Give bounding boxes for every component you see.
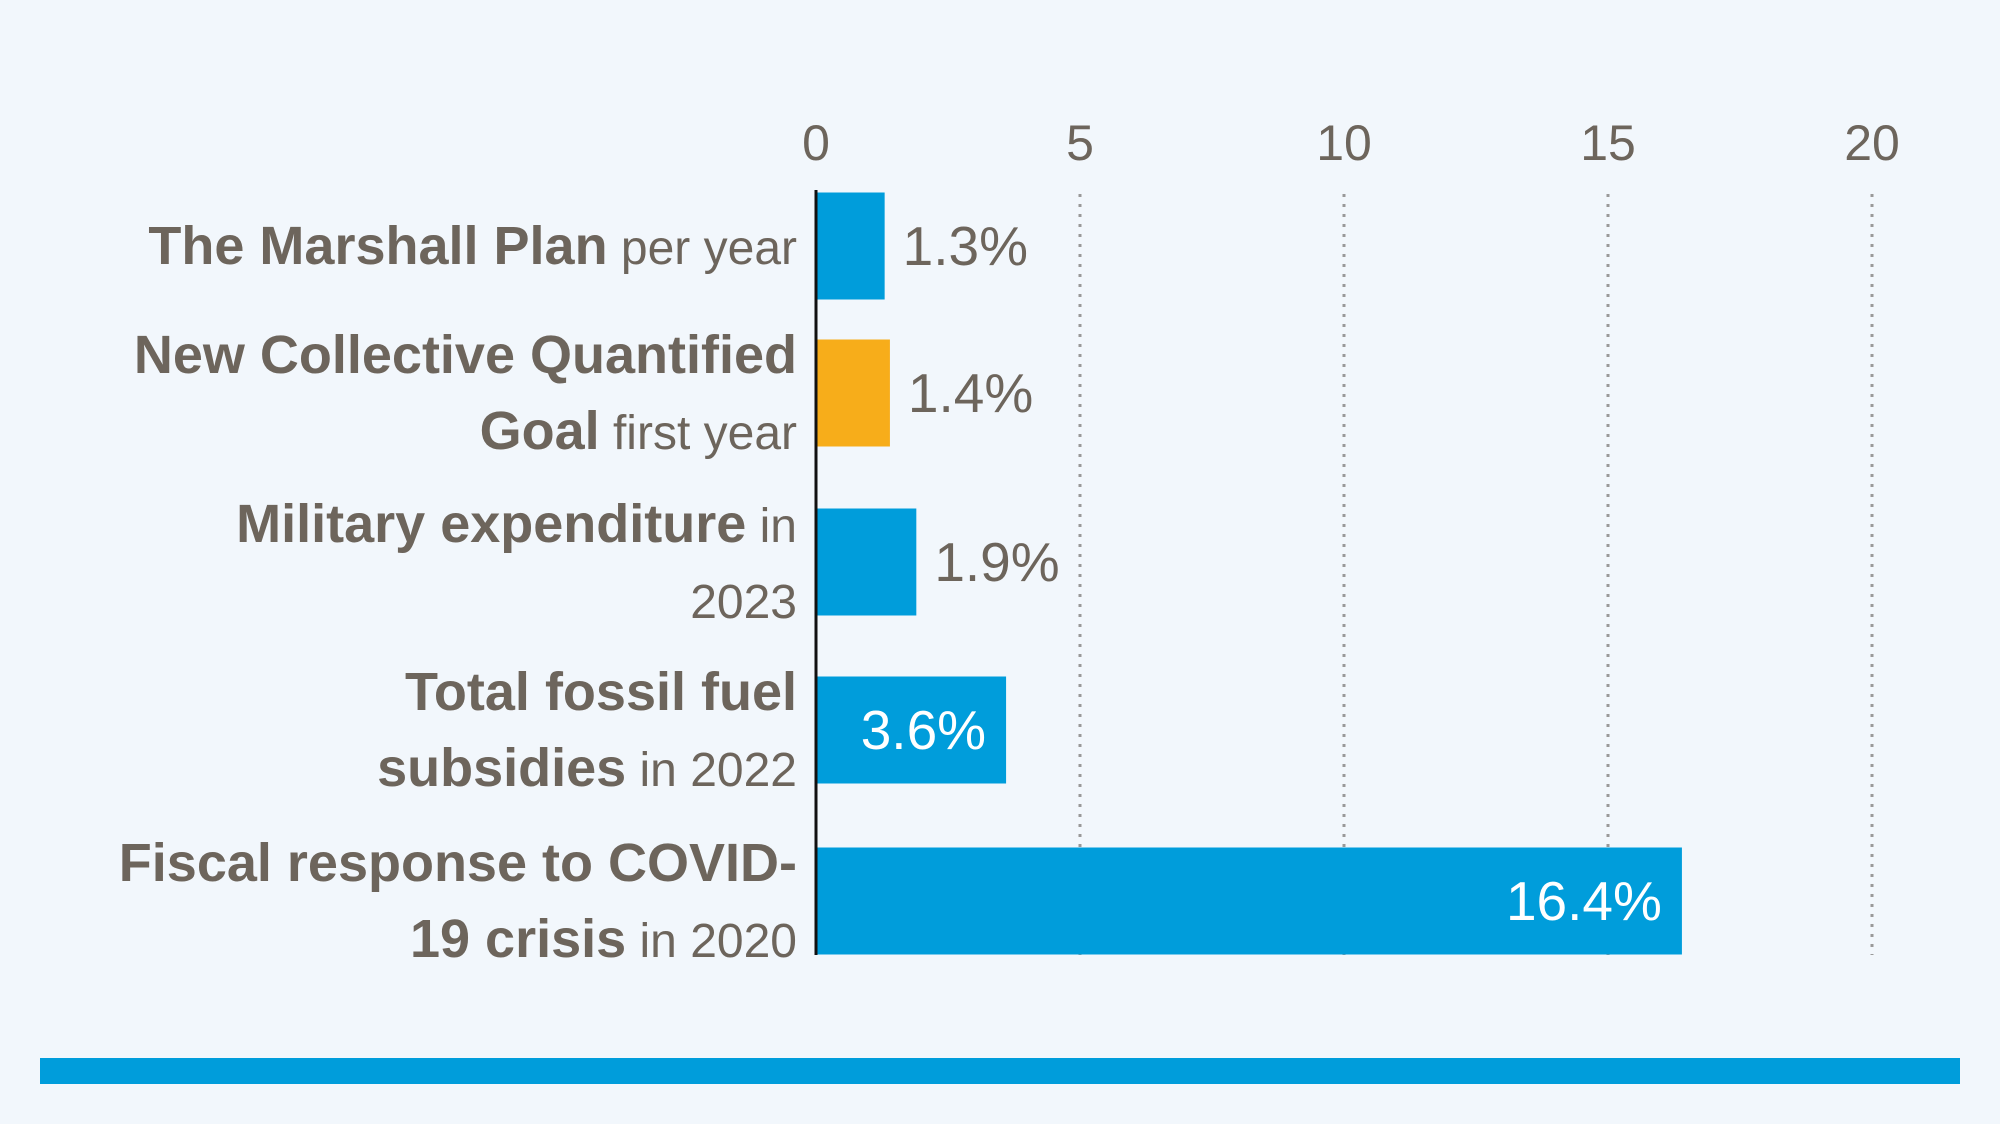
x-axis-ticks: 0 5 10 15 20 [802,115,1900,171]
value-label-3: 3.6% [861,699,986,761]
svg-text:Total fossil fuel: Total fossil fuel [405,662,797,722]
x-tick-label-15: 15 [1580,115,1636,171]
gridlines [1078,194,1874,955]
x-tick-label-0: 0 [802,115,830,171]
category-label-4: Fiscal response to COVID- 19 crisis in 20… [119,833,797,969]
svg-text:New Collective Quantified: New Collective Quantified [134,325,797,385]
bar-3 [816,676,1007,784]
footer-accent-bar [40,1058,1960,1084]
category-label-2: Military expenditure in 2023 [236,494,797,629]
category-label-3: Total fossil fuel subsidies in 2022 [377,662,797,798]
value-label-2: 1.9% [934,531,1059,593]
bar-1 [816,339,890,447]
bars [816,192,1682,955]
value-label-1: 1.4% [908,362,1033,424]
x-tick-label-10: 10 [1316,115,1372,171]
value-labels: 1.3% 1.4% 1.9% 3.6% 16.4% [861,215,1662,932]
bar-2 [816,508,917,616]
category-label-0: The Marshall Plan per year [148,216,797,276]
svg-text:Goal first year: Goal first year [480,401,797,461]
svg-text:The Marshall Plan per year: The Marshall Plan per year [148,216,797,276]
category-labels: The Marshall Plan per year New Collective… [119,216,797,969]
category-label-1: New Collective Quantified Goal first year [134,325,797,461]
bar-4 [816,847,1682,955]
value-label-0: 1.3% [903,215,1028,277]
x-tick-label-5: 5 [1066,115,1094,171]
bar-0 [816,192,885,300]
svg-text:2023: 2023 [690,576,797,629]
value-label-4: 16.4% [1506,870,1662,932]
svg-text:Military expenditure in: Military expenditure in [236,494,797,554]
svg-text:Fiscal response to COVID-: Fiscal response to COVID- [119,833,797,893]
svg-text:subsidies in 2022: subsidies in 2022 [377,738,797,798]
x-tick-label-20: 20 [1844,115,1900,171]
svg-text:19 crisis in 2020: 19 crisis in 2020 [410,909,797,969]
